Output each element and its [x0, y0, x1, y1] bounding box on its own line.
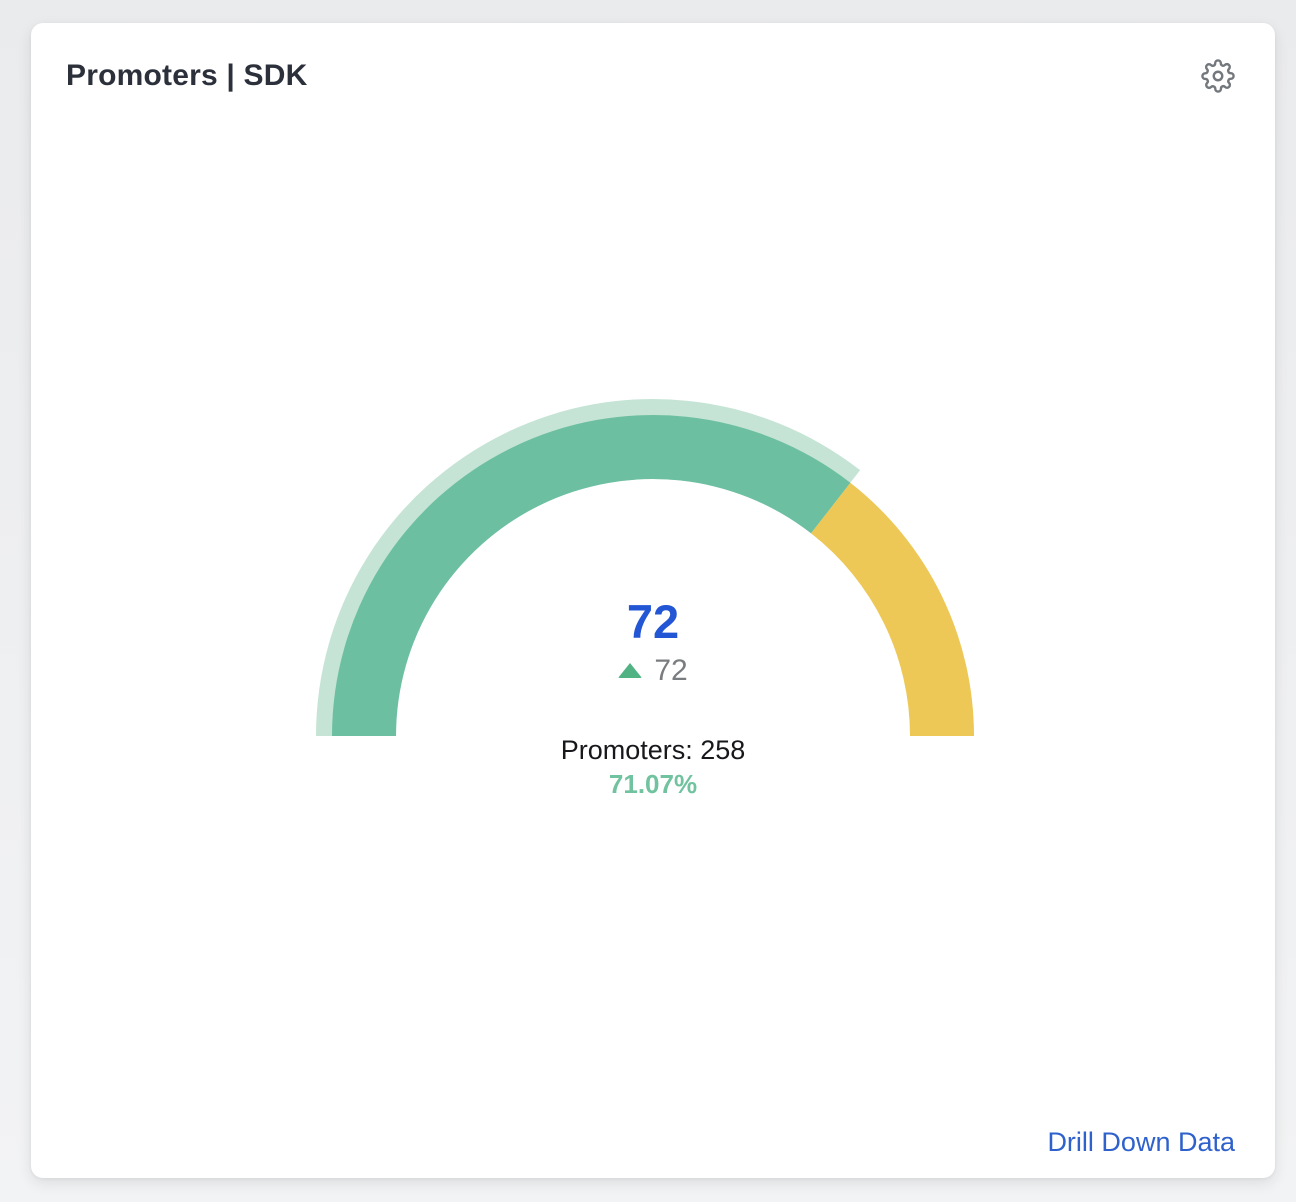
drill-down-link[interactable]: Drill Down Data	[1047, 1127, 1235, 1157]
gauge-chart	[316, 399, 974, 736]
settings-button[interactable]	[1198, 56, 1238, 96]
widget-title: Promoters | SDK	[66, 59, 308, 92]
gear-icon	[1201, 59, 1235, 93]
gauge-value-arc	[332, 414, 851, 736]
gauge-remainder-arc	[810, 482, 974, 736]
widget-card: Promoters | SDK 72 72 Promoters: 258 71.…	[31, 23, 1275, 1178]
percent-label: 71.07%	[608, 769, 698, 800]
